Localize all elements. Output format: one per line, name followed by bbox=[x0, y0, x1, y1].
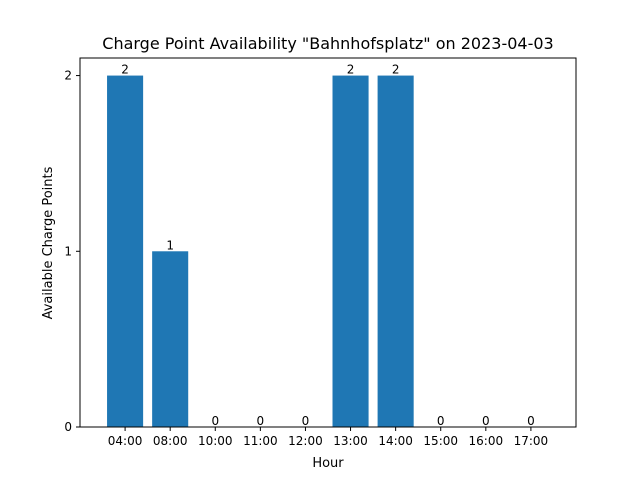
data-label-1300: 2 bbox=[347, 63, 355, 77]
x-tick-label: 14:00 bbox=[378, 434, 413, 448]
y-tick-label: 2 bbox=[64, 69, 72, 83]
data-labels-group: 2 1 0 0 0 2 2 0 0 0 bbox=[121, 63, 534, 428]
data-label-1000: 0 bbox=[211, 414, 219, 428]
x-tick-label: 11:00 bbox=[243, 434, 278, 448]
data-label-1600: 0 bbox=[482, 414, 490, 428]
bars-group bbox=[107, 75, 414, 428]
y-axis: 0 1 2 bbox=[64, 69, 80, 434]
x-tick-label: 08:00 bbox=[153, 434, 188, 448]
x-tick-label: 16:00 bbox=[469, 434, 504, 448]
y-axis-label: Available Charge Points bbox=[41, 166, 56, 319]
plot-frame bbox=[79, 57, 577, 428]
data-label-0400: 2 bbox=[121, 63, 129, 77]
x-tick-label: 13:00 bbox=[333, 434, 368, 448]
data-label-0800: 1 bbox=[166, 238, 174, 252]
x-tick-label: 04:00 bbox=[108, 434, 143, 448]
bar-0800 bbox=[152, 251, 189, 427]
x-axis: 04:00 08:00 10:00 11:00 12:00 13:00 14:00 15:00… bbox=[108, 427, 548, 448]
x-tick-label: 17:00 bbox=[514, 434, 549, 448]
data-label-1100: 0 bbox=[257, 414, 265, 428]
data-label-1200: 0 bbox=[302, 414, 310, 428]
x-tick-label: 10:00 bbox=[198, 434, 233, 448]
data-label-1500: 0 bbox=[437, 414, 445, 428]
bar-1300 bbox=[332, 75, 369, 428]
bar-0400 bbox=[107, 75, 144, 428]
x-tick-label: 12:00 bbox=[288, 434, 323, 448]
x-tick-label: 15:00 bbox=[423, 434, 458, 448]
data-label-1400: 2 bbox=[392, 63, 400, 77]
y-tick-label: 1 bbox=[64, 244, 72, 258]
data-label-1700: 0 bbox=[527, 414, 535, 428]
y-tick-label: 0 bbox=[64, 420, 72, 434]
x-axis-label: Hour bbox=[312, 456, 344, 471]
chart-title: Charge Point Availability "Bahnhofsplatz… bbox=[102, 34, 553, 53]
bar-1400 bbox=[377, 75, 414, 428]
